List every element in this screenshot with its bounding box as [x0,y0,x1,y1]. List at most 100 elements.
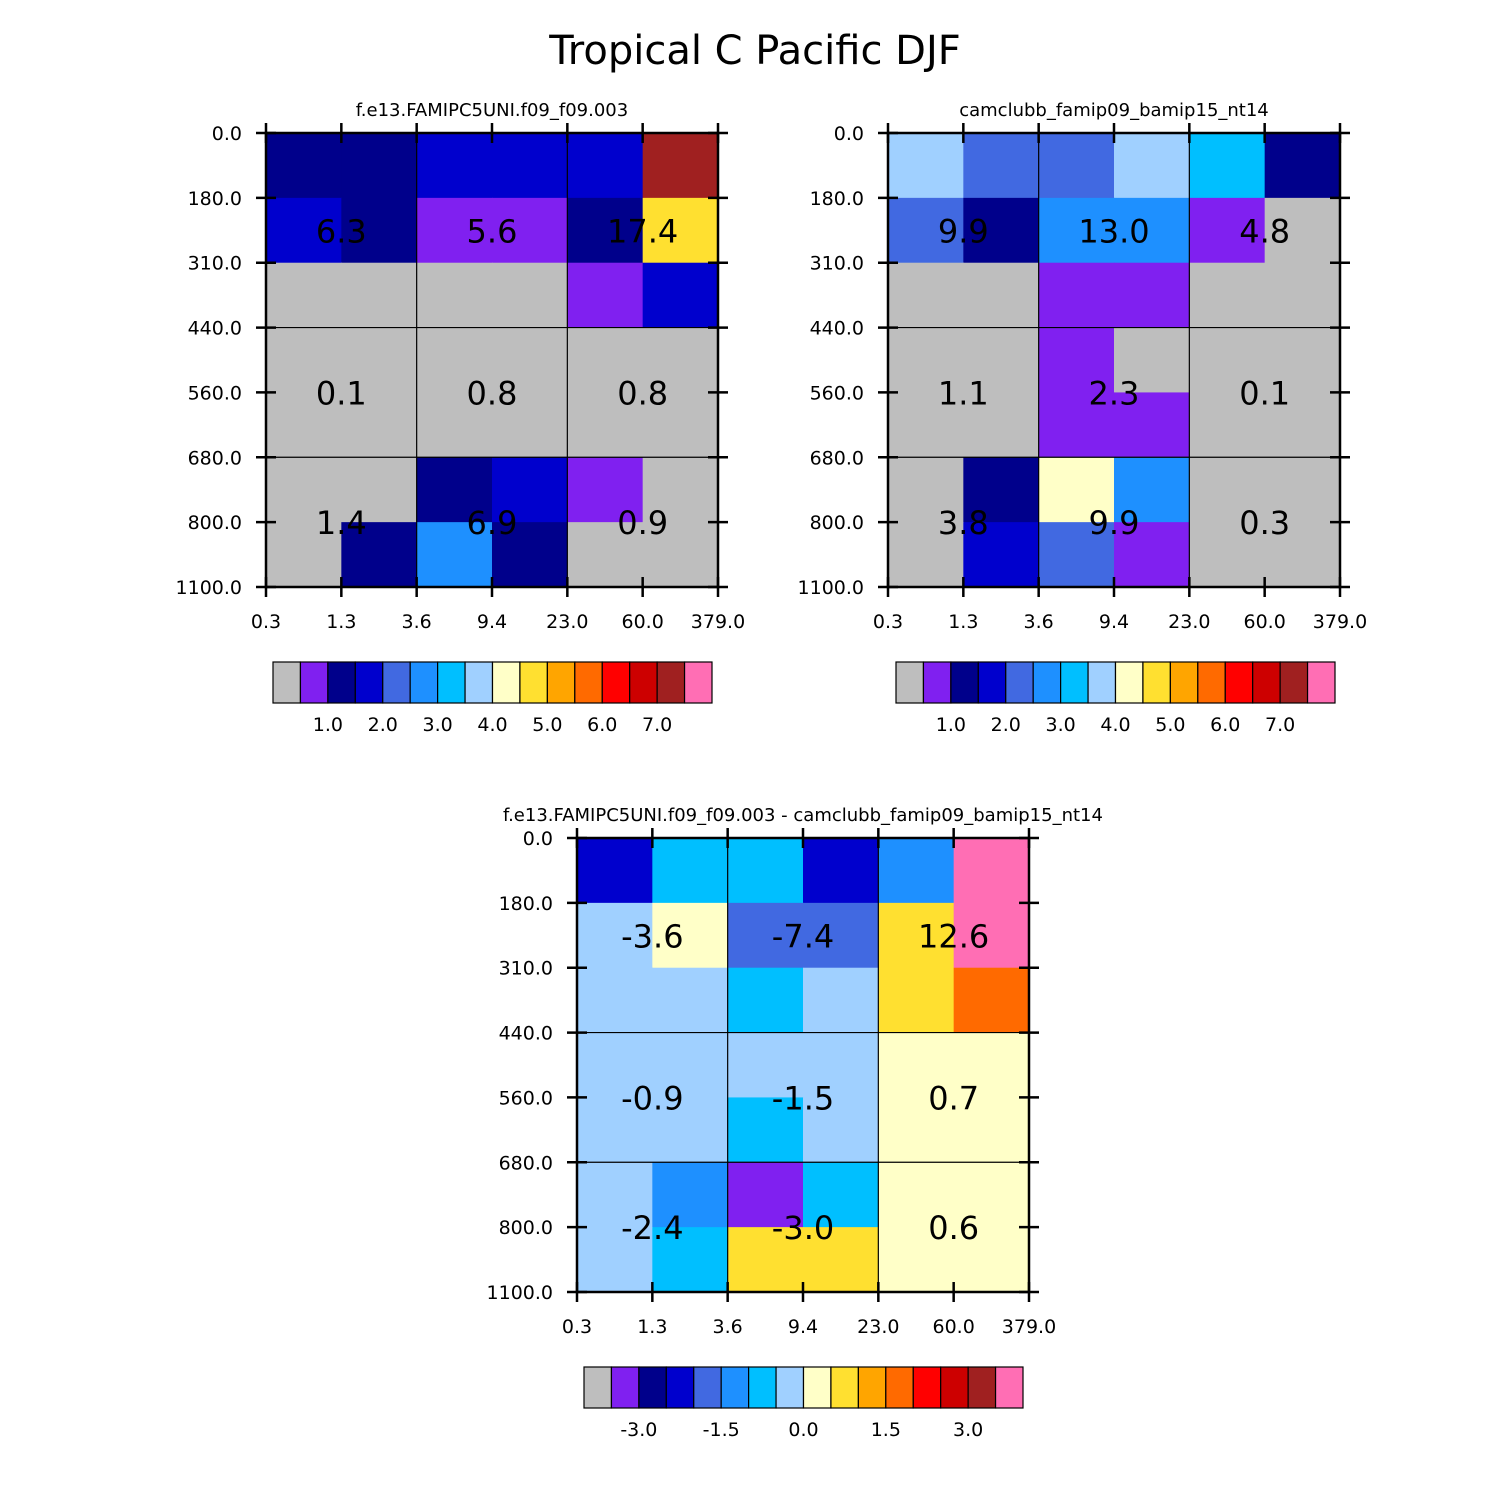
heatmap-cell [953,1227,1030,1293]
heatmap-cell [1189,522,1266,588]
y-tick-label: 560.0 [499,1087,553,1109]
block-total-label: -3.0 [772,1209,834,1247]
heatmap-cell [577,967,653,1034]
y-tick-label: 310.0 [810,253,864,275]
heatmap-cell [888,262,964,329]
y-tick-label: 800.0 [810,512,864,534]
heatmap-cell [492,327,568,394]
colorbar-swatch [693,1366,722,1409]
heatmap-cell [727,1032,804,1099]
heatmap-cell [567,327,644,394]
colorbar-swatch [327,661,356,704]
block-total-label: 0.8 [467,374,518,412]
heatmap-cell [567,133,644,199]
heatmap-cell [416,327,493,394]
x-tick-label: 9.4 [788,1316,818,1338]
colorbar-swatch [950,661,979,704]
heatmap-cell [652,967,729,1034]
heatmap-cell [1114,197,1190,264]
block-total-label: 6.9 [467,504,518,542]
heatmap-cell [341,522,418,588]
block-total-label: 0.8 [617,374,668,412]
heatmap-cell [953,1097,1030,1163]
heatmap-cell [878,1227,955,1293]
heatmap-cell [1114,327,1190,394]
colorbar-swatch [464,661,494,704]
heatmap-cell [642,133,719,199]
colorbar-label: 5.0 [1155,714,1185,736]
heatmap-cell [878,1162,955,1228]
colorbar-swatch [382,661,411,704]
heatmap-cell [416,262,493,329]
y-tick-label: 310.0 [188,253,242,275]
y-tick-label: 800.0 [188,512,242,534]
heatmap-cell [1114,133,1190,199]
heatmap-cell [963,262,1040,329]
heatmap-cell [1189,262,1266,329]
x-tick-label: 3.6 [713,1316,743,1338]
heatmap-cell [416,392,493,458]
heatmap-cell [642,392,719,458]
panel-title: camclubb_famip09_bamip15_nt14 [959,100,1269,121]
x-tick-label: 9.4 [477,611,507,633]
colorbar-swatch [610,1366,640,1409]
heatmap-cell [642,197,719,264]
y-tick-label: 180.0 [810,188,864,210]
x-tick-label: 9.4 [1099,611,1129,633]
colorbar-swatch [775,1366,805,1409]
heatmap-cell [803,1097,879,1163]
colorbar-swatch [1224,661,1254,704]
y-tick-label: 440.0 [810,318,864,340]
colorbar-swatch [519,661,548,704]
heatmap-cell [878,838,955,904]
x-tick-label: 1.3 [637,1316,667,1338]
colorbar-label: 0.0 [788,1419,818,1441]
colorbar-swatch [1169,661,1199,704]
x-tick-label: 60.0 [1244,611,1286,633]
heatmap-cell [492,133,568,199]
heatmap-cell [642,457,719,523]
y-tick-label: 440.0 [188,318,242,340]
block-total-label: 0.1 [1239,374,1290,412]
colorbar-swatch [994,1366,1024,1409]
colorbar-label: 5.0 [532,714,562,736]
x-tick-label: 1.3 [948,611,978,633]
heatmap-cell [492,457,568,523]
colorbar-swatch [491,661,521,704]
x-tick-label: 0.3 [251,611,281,633]
block-total-label: 0.9 [617,504,668,542]
colorbar-swatch [720,1366,750,1409]
colorbar-label: 4.0 [1100,714,1130,736]
x-tick-label: 23.0 [857,1316,899,1338]
heatmap-cell [341,327,418,394]
heatmap-cell [652,1162,729,1228]
panel-3: f.e13.FAMIPC5UNI.f09_f09.003 - camclubb_… [487,805,1103,1441]
x-tick-label: 3.6 [1024,611,1054,633]
heatmap-cell [492,197,568,264]
heatmap-cell [1264,392,1341,458]
block-total-label: 0.3 [1239,504,1290,542]
heatmap-cell [953,1032,1030,1099]
heatmap-cell [953,967,1030,1034]
figure-title: Tropical C Pacific DJF [548,28,961,74]
colorbar-swatch [857,1366,887,1409]
heatmap-cell [1114,457,1190,523]
block-total-label: 5.6 [467,212,518,250]
colorbar-swatch [437,661,466,704]
heatmap-cell [1189,197,1266,264]
y-tick-label: 0.0 [834,123,864,145]
heatmap-cell [1038,327,1115,394]
heatmap-cell [652,1097,729,1163]
heatmap-cell [878,902,955,969]
colorbar-swatch [546,661,576,704]
colorbar-label: 3.0 [1046,714,1076,736]
panels-layer: f.e13.FAMIPC5UNI.f09_f09.003 6.3 5.6 17.4 0.… [176,100,1368,1441]
colorbar-swatch [1060,661,1089,704]
colorbar-label: -3.0 [620,1419,657,1441]
y-tick-label: 680.0 [499,1152,553,1174]
block-total-label: 1.1 [938,374,989,412]
heatmap-cell [492,392,568,458]
y-tick-label: 1100.0 [798,577,864,599]
heatmap-cell [266,197,342,264]
colorbar-swatch [1197,661,1226,704]
